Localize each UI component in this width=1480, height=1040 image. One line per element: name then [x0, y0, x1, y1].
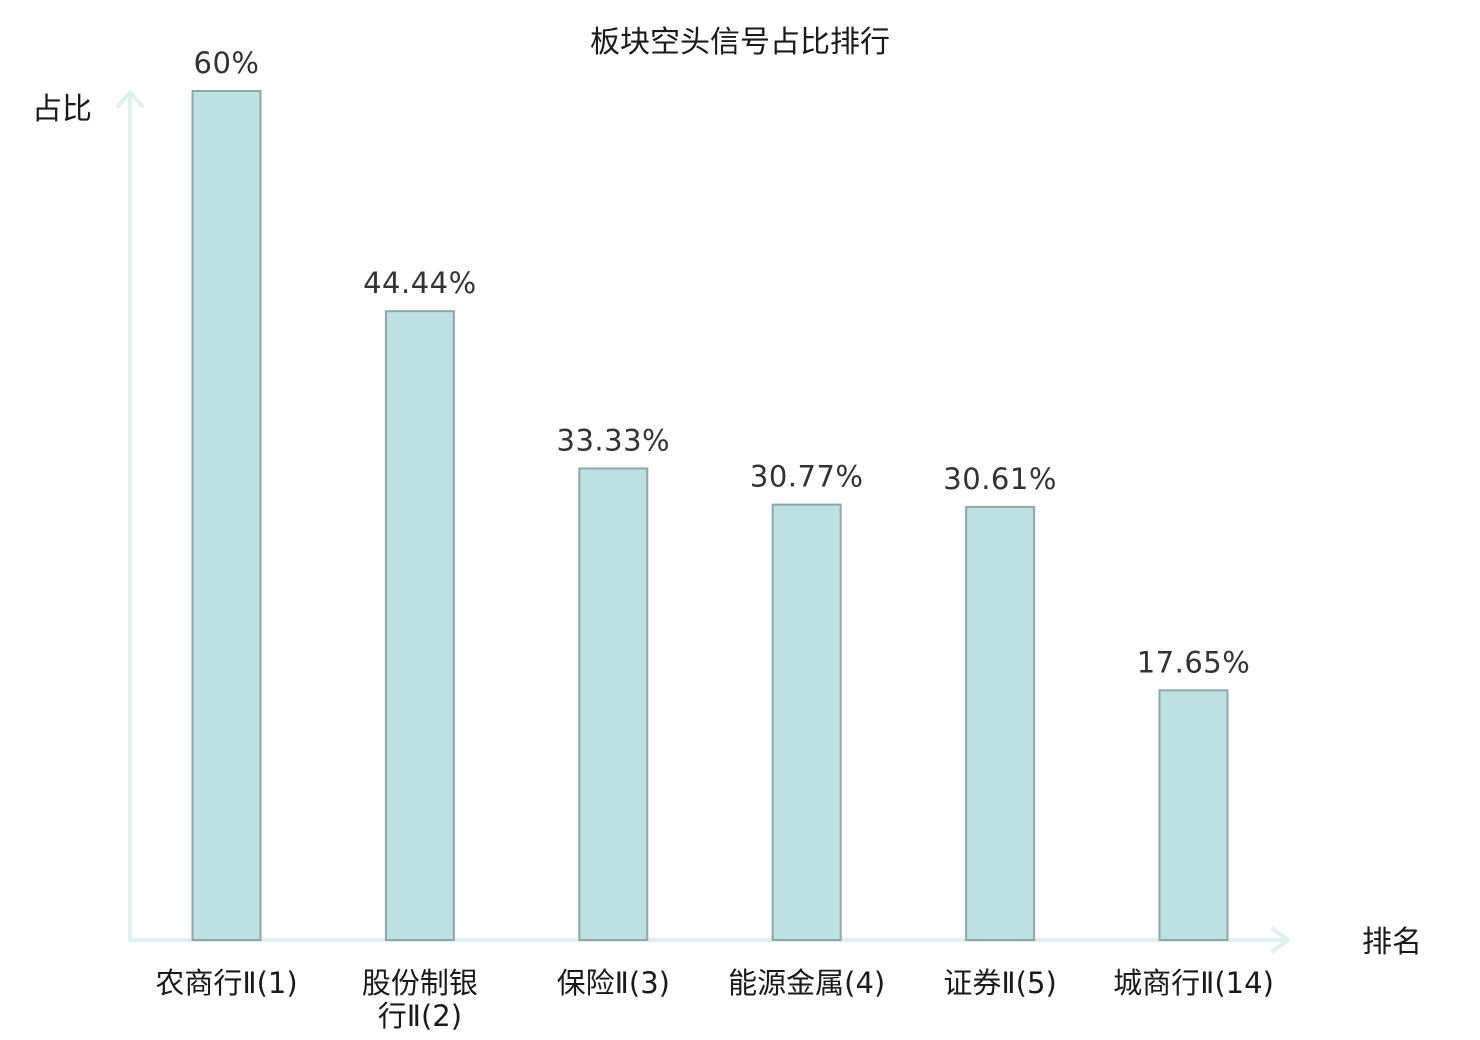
- value-label-5: 30.61%: [943, 462, 1057, 496]
- bar-5: [965, 505, 1036, 941]
- category-label-line: 农商行Ⅱ(1): [155, 966, 297, 1000]
- category-label-line: 股份制银: [362, 966, 478, 1000]
- axes: [116, 90, 1290, 953]
- y-axis-arrow: [116, 90, 144, 108]
- x-axis-label: 排名: [1362, 925, 1422, 960]
- category-label-4: 能源金属(4): [728, 966, 885, 1000]
- category-label-line: 保险Ⅱ(3): [557, 966, 670, 1000]
- value-label-2: 44.44%: [363, 266, 477, 300]
- value-label-6: 17.65%: [1137, 645, 1251, 679]
- category-label-2: 股份制银行Ⅱ(2): [362, 966, 478, 1033]
- bar-6: [1158, 689, 1229, 941]
- bar-2: [384, 310, 455, 941]
- y-axis-label: 占比: [32, 92, 92, 127]
- category-label-line: 行Ⅱ(2): [378, 999, 462, 1033]
- category-label-5: 证券Ⅱ(5): [943, 966, 1056, 1000]
- bar-1: [191, 90, 262, 941]
- category-label-1: 农商行Ⅱ(1): [155, 966, 297, 1000]
- category-label-line: 城商行Ⅱ(14): [1113, 966, 1274, 1000]
- value-label-3: 33.33%: [557, 423, 671, 457]
- bar-4: [771, 503, 842, 941]
- category-label-line: 证券Ⅱ(5): [943, 966, 1056, 1000]
- value-label-4: 30.77%: [750, 460, 864, 494]
- category-label-line: 能源金属(4): [728, 966, 885, 1000]
- category-label-6: 城商行Ⅱ(14): [1113, 966, 1274, 1000]
- x-axis-arrow: [1271, 927, 1290, 953]
- category-labels-group: 农商行Ⅱ(1) 股份制银行Ⅱ(2) 保险Ⅱ(3) 能源金属(4) 证券Ⅱ(5) 城商行Ⅱ(…: [155, 966, 1274, 1033]
- bars-group: [191, 90, 1229, 941]
- category-label-3: 保险Ⅱ(3): [557, 966, 670, 1000]
- value-label-1: 60%: [194, 46, 260, 80]
- value-labels-group: 60% 44.44% 33.33% 30.77% 30.61% 17.65%: [194, 46, 1251, 679]
- chart-title: 板块空头信号占比排行: [590, 25, 890, 60]
- bar-3: [578, 467, 649, 941]
